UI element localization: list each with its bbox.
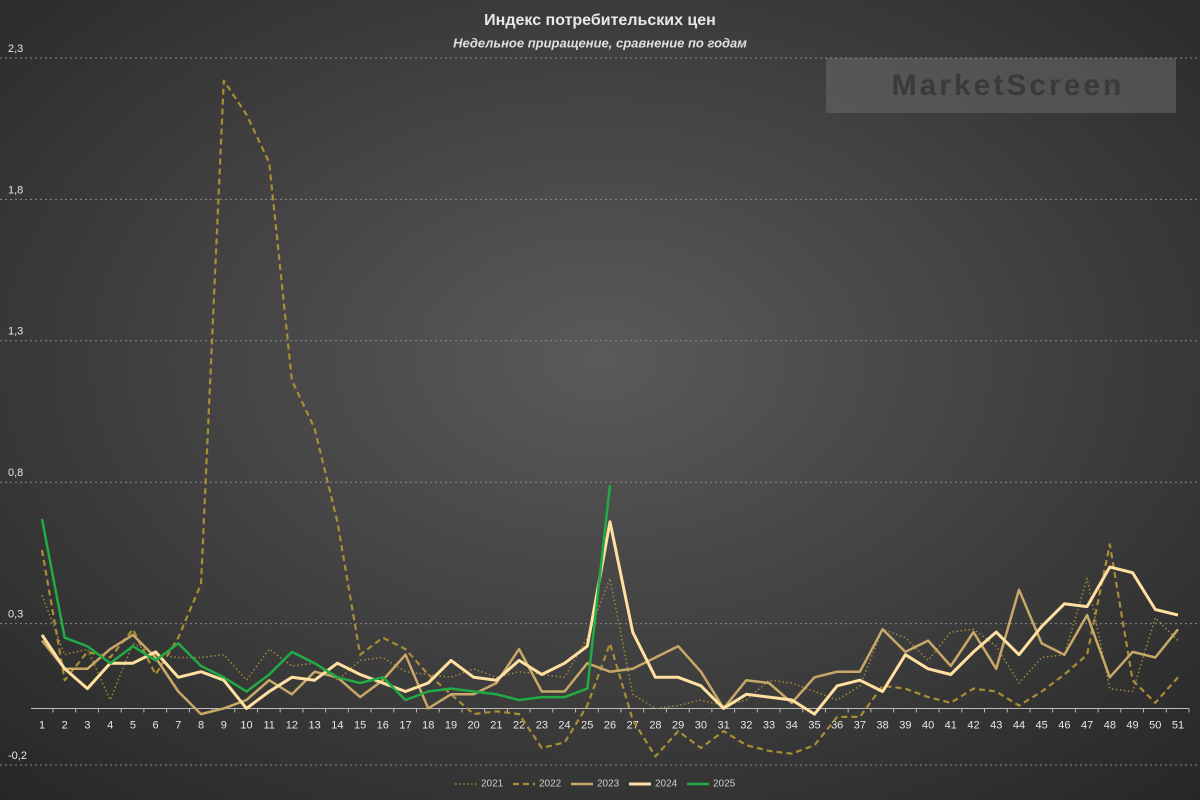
legend-label: 2024 bbox=[655, 779, 678, 790]
x-tick-label: 17 bbox=[399, 719, 411, 731]
x-tick-label: 46 bbox=[1058, 719, 1070, 731]
x-tick-label: 1 bbox=[39, 719, 45, 731]
x-tick-label: 32 bbox=[740, 719, 752, 731]
x-tick-label: 31 bbox=[717, 719, 729, 731]
x-tick-label: 30 bbox=[695, 719, 707, 731]
x-tick-label: 43 bbox=[990, 719, 1002, 731]
x-tick-label: 10 bbox=[240, 719, 252, 731]
y-tick-label: 0,8 bbox=[8, 467, 23, 479]
x-tick-label: 35 bbox=[808, 719, 820, 731]
x-tick-label: 26 bbox=[604, 719, 616, 731]
x-tick-label: 38 bbox=[877, 719, 889, 731]
x-tick-label: 50 bbox=[1149, 719, 1161, 731]
series-line bbox=[40, 484, 612, 702]
x-tick-label: 14 bbox=[331, 719, 343, 731]
x-tick-label: 7 bbox=[175, 719, 181, 731]
series-line bbox=[41, 588, 1179, 716]
chart-subtitle: Недельное приращение, сравнение по годам bbox=[453, 35, 747, 50]
x-tick-label: 23 bbox=[536, 719, 548, 731]
x-tick-label: 34 bbox=[786, 719, 798, 731]
x-tick-label: 11 bbox=[263, 719, 274, 731]
x-tick-label: 40 bbox=[922, 719, 934, 731]
x-tick-label: 48 bbox=[1104, 719, 1116, 731]
x-tick-label: 8 bbox=[198, 719, 204, 731]
x-tick-label: 51 bbox=[1172, 719, 1184, 731]
series-line bbox=[40, 520, 1179, 716]
x-tick-label: 45 bbox=[1036, 719, 1048, 731]
x-tick-label: 33 bbox=[763, 719, 775, 731]
x-tick-label: 18 bbox=[422, 719, 434, 731]
x-tick-label: 3 bbox=[84, 719, 90, 731]
legend-label: 2022 bbox=[539, 779, 562, 790]
x-tick-label: 27 bbox=[627, 719, 639, 731]
x-tick-label: 6 bbox=[153, 719, 159, 731]
x-tick-label: 36 bbox=[831, 719, 843, 731]
x-tick-label: 29 bbox=[672, 719, 684, 731]
x-tick-label: 24 bbox=[558, 719, 570, 731]
x-tick-label: 37 bbox=[854, 719, 866, 731]
series-line bbox=[41, 577, 1179, 710]
y-tick-label: 2,3 bbox=[8, 43, 23, 55]
legend-label: 2021 bbox=[481, 779, 504, 790]
x-tick-label: 15 bbox=[354, 719, 366, 731]
x-tick-label: 2 bbox=[62, 719, 68, 731]
x-tick-label: 44 bbox=[1013, 719, 1025, 731]
x-tick-label: 16 bbox=[377, 719, 389, 731]
legend-label: 2025 bbox=[713, 779, 736, 790]
x-tick-label: 21 bbox=[490, 719, 502, 731]
legend-label: 2023 bbox=[597, 779, 620, 790]
x-tick-label: 25 bbox=[581, 719, 593, 731]
x-tick-label: 19 bbox=[445, 719, 457, 731]
x-tick-label: 49 bbox=[1126, 719, 1138, 731]
x-tick-label: 12 bbox=[286, 719, 298, 731]
x-tick-label: 4 bbox=[107, 719, 113, 731]
x-tick-label: 28 bbox=[649, 719, 661, 731]
x-tick-label: 22 bbox=[513, 719, 525, 731]
x-tick-label: 20 bbox=[468, 719, 480, 731]
y-tick-label: 1,3 bbox=[8, 326, 23, 338]
y-tick-label: 0,3 bbox=[8, 609, 23, 621]
y-tick-label: -0,2 bbox=[8, 750, 27, 762]
x-tick-label: 39 bbox=[899, 719, 911, 731]
x-tick-label: 42 bbox=[967, 719, 979, 731]
x-tick-label: 9 bbox=[221, 719, 227, 731]
x-tick-label: 41 bbox=[945, 719, 957, 731]
x-tick-label: 13 bbox=[309, 719, 321, 731]
watermark: MarketScreen bbox=[892, 69, 1125, 102]
chart-title: Индекс потребительских цен bbox=[484, 12, 716, 29]
x-tick-label: 5 bbox=[130, 719, 136, 731]
x-tick-label: 47 bbox=[1081, 719, 1093, 731]
watermark-box bbox=[826, 58, 1176, 113]
y-tick-label: 1,8 bbox=[8, 184, 23, 196]
